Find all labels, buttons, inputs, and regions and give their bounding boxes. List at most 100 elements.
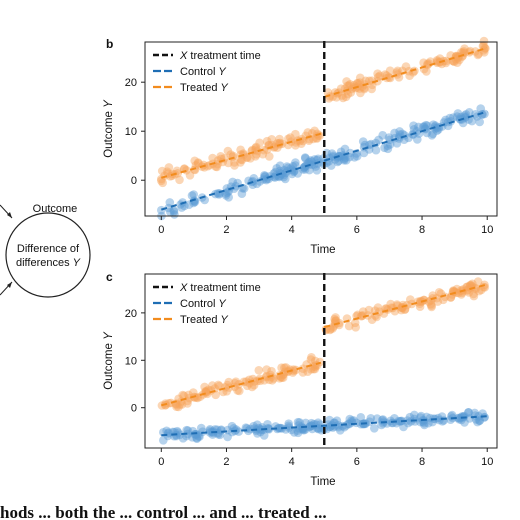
data-point [428, 129, 438, 139]
data-point [183, 426, 193, 435]
data-point [182, 166, 191, 175]
data-point [396, 416, 406, 426]
data-point [208, 381, 217, 390]
y-axis-title: Outcome Y [103, 331, 115, 390]
y-tick-label: 10 [125, 126, 137, 138]
data-point [180, 164, 189, 173]
data-point [373, 303, 383, 312]
data-point [281, 363, 291, 372]
legend-text: Control [180, 66, 215, 78]
data-point [383, 144, 393, 154]
data-point [340, 153, 350, 162]
data-point [259, 145, 269, 155]
data-point [262, 174, 272, 184]
node-label-line1: Difference of [17, 243, 80, 255]
data-point [169, 206, 178, 215]
data-point [252, 420, 262, 430]
data-point [449, 57, 459, 67]
data-point [433, 297, 443, 306]
data-point [255, 138, 264, 148]
data-point [272, 164, 282, 173]
data-point [205, 428, 215, 437]
data-point [282, 162, 292, 171]
data-point [453, 58, 462, 67]
data-point [388, 303, 398, 313]
data-point [223, 146, 233, 156]
data-point [452, 288, 461, 298]
data-point [191, 161, 201, 170]
data-point [344, 81, 354, 90]
data-point [313, 131, 323, 140]
data-point [253, 146, 262, 156]
x-tick-label: 0 [158, 224, 164, 236]
data-point [277, 363, 286, 373]
data-point [382, 71, 391, 80]
data-point [303, 367, 313, 377]
data-point [275, 166, 285, 176]
data-point [370, 424, 379, 433]
data-point [301, 418, 311, 428]
data-point [476, 104, 486, 113]
data-point [460, 44, 469, 53]
data-point [335, 426, 345, 435]
data-point [419, 122, 428, 131]
data-point [339, 156, 349, 165]
data-point [230, 382, 239, 392]
data-point [251, 142, 261, 152]
y-tick-label: 20 [125, 308, 137, 320]
data-point [336, 84, 346, 93]
data-point [223, 432, 232, 442]
data-point [250, 377, 259, 386]
data-point [185, 171, 195, 180]
data-point [390, 128, 399, 138]
data-point [448, 113, 458, 122]
data-point [254, 366, 264, 375]
data-point [350, 318, 360, 328]
data-point [367, 84, 377, 94]
data-point [420, 122, 429, 131]
legend-label: Treated Y [180, 314, 228, 326]
data-point [187, 191, 197, 200]
data-point [332, 416, 342, 426]
data-point [165, 198, 175, 207]
data-point [315, 131, 324, 140]
data-point [305, 165, 314, 175]
data-point [275, 134, 284, 144]
data-point [345, 80, 355, 89]
data-point [307, 160, 316, 170]
data-point [253, 429, 262, 438]
data-point [398, 300, 408, 310]
legend-label: Treated Y [180, 82, 228, 94]
data-point [303, 128, 313, 137]
data-point [263, 420, 272, 429]
data-point [346, 148, 355, 158]
data-point [200, 382, 209, 392]
data-point [403, 416, 412, 425]
data-point [446, 415, 455, 425]
data-point [443, 117, 453, 127]
data-point [399, 422, 408, 432]
data-point [190, 393, 199, 402]
data-point [227, 421, 237, 431]
x-tick-label: 4 [289, 224, 295, 236]
data-point [378, 131, 388, 140]
data-point [359, 142, 369, 152]
data-point [278, 373, 288, 383]
data-point [290, 428, 299, 437]
data-point [263, 423, 273, 433]
data-point [332, 93, 341, 102]
data-point [291, 141, 300, 150]
data-point [471, 283, 480, 293]
data-point [298, 364, 308, 374]
data-point [246, 154, 255, 163]
data-point [224, 193, 233, 202]
data-point [356, 88, 365, 98]
data-point [333, 157, 342, 167]
data-point [291, 158, 300, 167]
data-point [351, 323, 361, 332]
data-point [466, 280, 475, 290]
data-point [392, 300, 402, 309]
x-tick-label: 6 [354, 456, 360, 468]
data-point [371, 145, 381, 155]
data-point [182, 425, 191, 435]
